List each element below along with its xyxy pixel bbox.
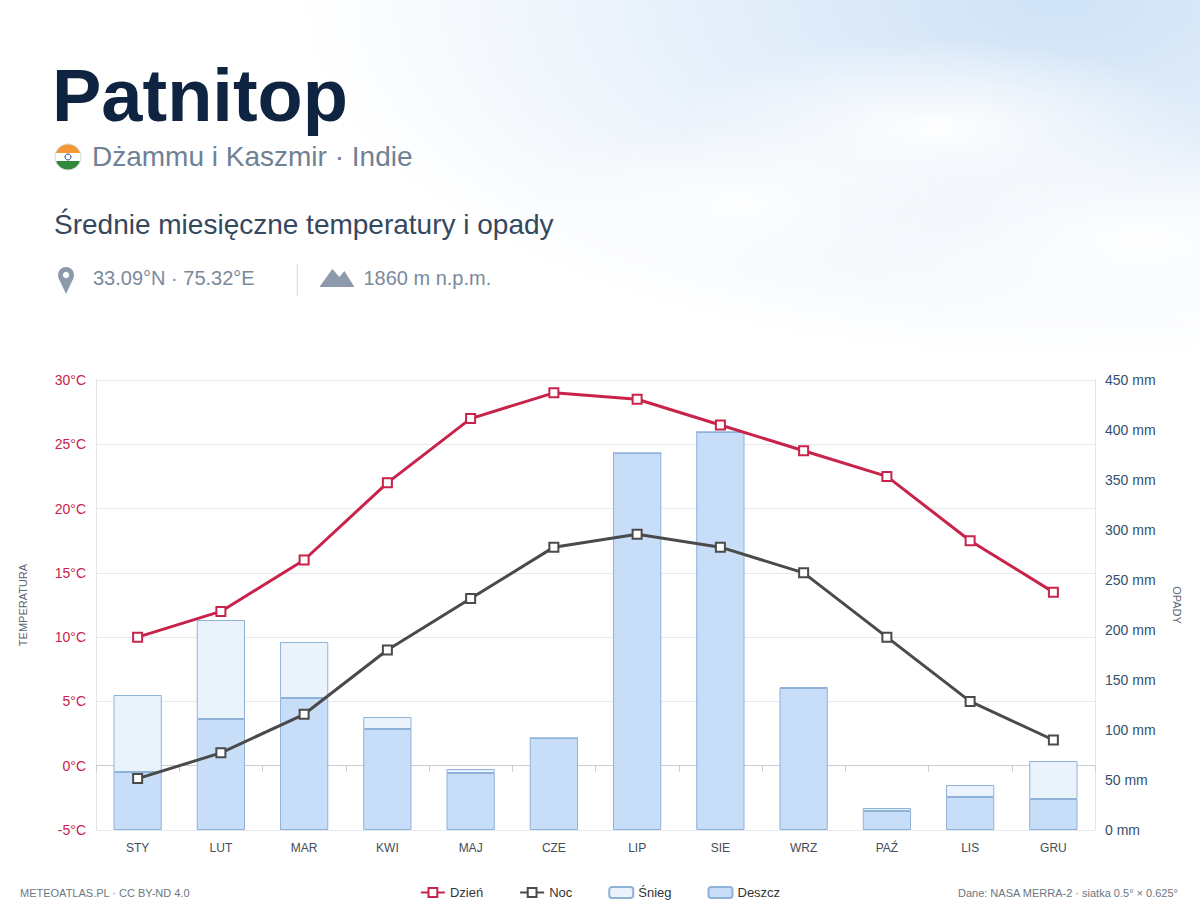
svg-text:GRU: GRU bbox=[1040, 841, 1067, 855]
svg-text:250 mm: 250 mm bbox=[1105, 572, 1156, 588]
svg-text:TEMPERATURA: TEMPERATURA bbox=[17, 563, 29, 646]
svg-text:LIS: LIS bbox=[961, 841, 979, 855]
svg-text:0°C: 0°C bbox=[63, 758, 87, 774]
svg-text:METEOATLAS.PL · CC BY-ND 4.0: METEOATLAS.PL · CC BY-ND 4.0 bbox=[20, 887, 190, 899]
svg-text:1860 m n.p.m.: 1860 m n.p.m. bbox=[363, 267, 491, 289]
svg-text:OPADY: OPADY bbox=[1171, 586, 1183, 624]
svg-text:33.09°N · 75.32°E: 33.09°N · 75.32°E bbox=[93, 267, 255, 289]
svg-text:LIP: LIP bbox=[628, 841, 646, 855]
svg-text:Dżammu i Kaszmir · Indie: Dżammu i Kaszmir · Indie bbox=[92, 141, 413, 172]
svg-text:MAR: MAR bbox=[291, 841, 318, 855]
svg-text:30°C: 30°C bbox=[55, 372, 86, 388]
svg-text:LUT: LUT bbox=[210, 841, 233, 855]
svg-text:PAŹ: PAŹ bbox=[876, 840, 898, 855]
svg-text:400 mm: 400 mm bbox=[1105, 422, 1156, 438]
svg-text:350 mm: 350 mm bbox=[1105, 472, 1156, 488]
svg-text:0 mm: 0 mm bbox=[1105, 822, 1140, 838]
svg-text:WRZ: WRZ bbox=[790, 841, 817, 855]
svg-text:200 mm: 200 mm bbox=[1105, 622, 1156, 638]
svg-text:300 mm: 300 mm bbox=[1105, 522, 1156, 538]
svg-text:Średnie miesięczne temperatury: Średnie miesięczne temperatury i opady bbox=[54, 208, 554, 240]
svg-text:Patnitop: Patnitop bbox=[52, 54, 348, 137]
svg-text:100 mm: 100 mm bbox=[1105, 722, 1156, 738]
svg-text:15°C: 15°C bbox=[55, 565, 86, 581]
svg-text:MAJ: MAJ bbox=[459, 841, 483, 855]
svg-text:50 mm: 50 mm bbox=[1105, 772, 1148, 788]
svg-text:CZE: CZE bbox=[542, 841, 566, 855]
svg-text:SIE: SIE bbox=[711, 841, 730, 855]
svg-text:KWI: KWI bbox=[376, 841, 399, 855]
svg-text:5°C: 5°C bbox=[63, 693, 87, 709]
svg-text:10°C: 10°C bbox=[55, 629, 86, 645]
svg-text:25°C: 25°C bbox=[55, 436, 86, 452]
svg-text:Noc: Noc bbox=[549, 885, 573, 900]
svg-text:Dzień: Dzień bbox=[450, 885, 483, 900]
svg-text:Deszcz: Deszcz bbox=[737, 885, 780, 900]
svg-text:Dane: NASA MERRA-2 · siatka 0.: Dane: NASA MERRA-2 · siatka 0.5° × 0.625… bbox=[958, 887, 1178, 899]
svg-text:150 mm: 150 mm bbox=[1105, 672, 1156, 688]
svg-text:STY: STY bbox=[126, 841, 149, 855]
svg-text:-5°C: -5°C bbox=[58, 822, 86, 838]
svg-text:450 mm: 450 mm bbox=[1105, 372, 1156, 388]
svg-text:Śnieg: Śnieg bbox=[638, 885, 671, 900]
svg-text:20°C: 20°C bbox=[55, 501, 86, 517]
